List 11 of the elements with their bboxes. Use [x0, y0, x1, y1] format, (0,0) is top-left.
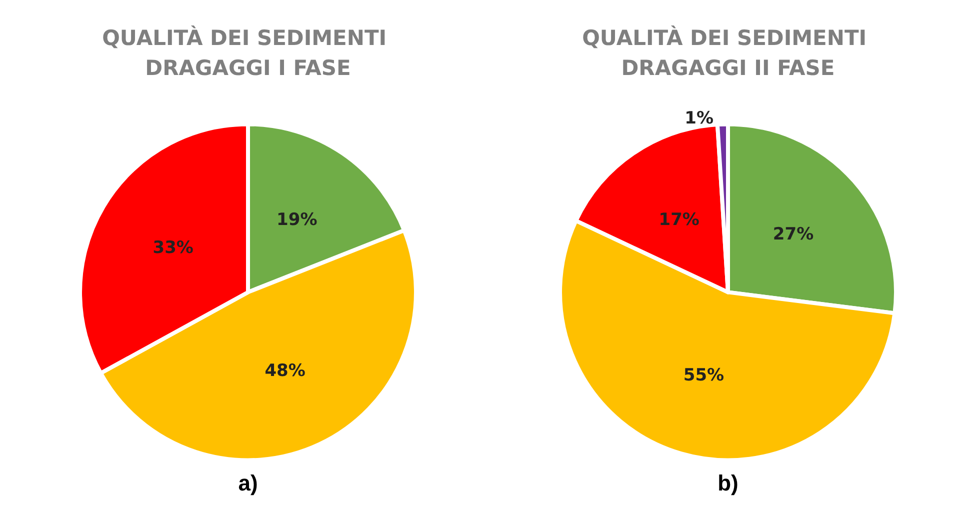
data-label: 27% [772, 224, 814, 245]
chart-title: QUALITÀ DEI SEDIMENTI DRAGAGGI II FASE [582, 25, 874, 80]
text: b) [718, 470, 738, 496]
data-label: 17% [658, 210, 700, 230]
text: a) [238, 470, 258, 496]
data-label: 33% [152, 238, 194, 258]
data-label: 1% [684, 108, 714, 128]
data-label: 19% [276, 210, 318, 230]
data-label: 55% [683, 366, 724, 386]
chart-title: QUALITÀ DEI SEDIMENTI DRAGAGGI I FASE [102, 25, 394, 80]
data-label: 48% [264, 360, 306, 381]
